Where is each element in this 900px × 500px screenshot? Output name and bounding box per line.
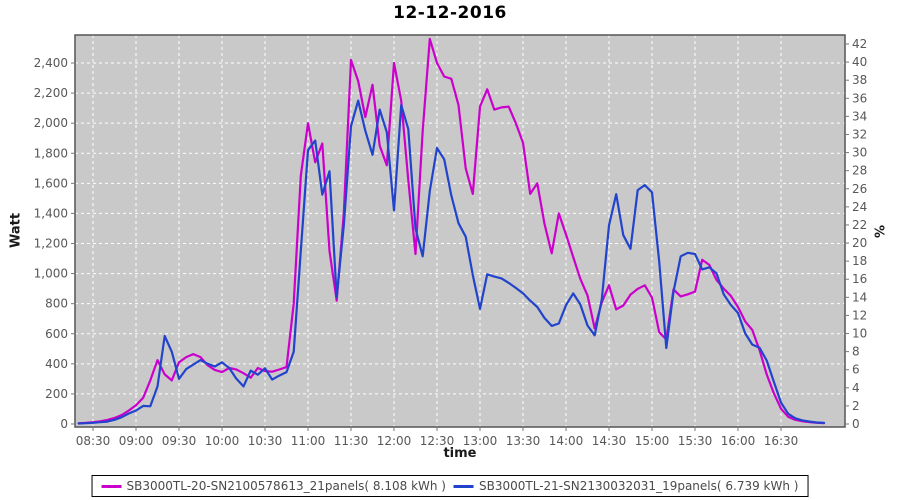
y-right-tick-label: 28 <box>852 164 867 178</box>
chart-title: 12-12-2016 <box>393 3 507 23</box>
y-left-tick-label: 1,000 <box>34 267 68 281</box>
y-axis-label-percent: % <box>870 224 886 239</box>
y-left-tick-label: 800 <box>45 297 68 311</box>
x-tick-label: 11:30 <box>334 434 369 448</box>
x-tick-label: 16:00 <box>721 434 756 448</box>
legend-line-swatch-magenta <box>101 484 122 488</box>
y-left-tick-label: 0 <box>60 417 68 431</box>
series-line-sb3000tl-20 <box>77 37 826 425</box>
y-right-tick-label: 6 <box>852 363 860 377</box>
y-right-tick-label: 34 <box>852 109 867 123</box>
y-left-tick-label: 1,800 <box>34 146 68 160</box>
legend-item-inverter-21: SB3000TL-21-SN2130032031_19panels( 6.739… <box>454 479 798 493</box>
y-right-tick-label: 24 <box>852 200 867 214</box>
y-left-tick-label: 2,200 <box>34 86 68 100</box>
y-right-tick-label: 16 <box>852 272 867 286</box>
y-left-tick-label: 200 <box>45 387 68 401</box>
x-tick-label: 16:30 <box>764 434 799 448</box>
x-tick-label: 13:30 <box>506 434 541 448</box>
legend: SB3000TL-20-SN2100578613_21panels( 8.108… <box>91 475 809 497</box>
x-tick-label: 14:30 <box>592 434 627 448</box>
x-tick-label: 14:00 <box>549 434 584 448</box>
x-tick-label: 11:00 <box>291 434 326 448</box>
y-right-tick-label: 0 <box>852 417 860 431</box>
y-right-tick-label: 36 <box>852 91 867 105</box>
y-right-tick-label: 8 <box>852 345 860 359</box>
y-left-tick-label: 2,000 <box>34 116 68 130</box>
y-right-tick-label: 40 <box>852 55 867 69</box>
chart-plot-area: 02004006008001,0001,2001,4001,6001,8002,… <box>34 34 867 448</box>
x-tick-label: 10:30 <box>248 434 283 448</box>
y-right-tick-label: 22 <box>852 218 867 232</box>
y-right-tick-label: 26 <box>852 182 867 196</box>
y-left-tick-label: 600 <box>45 327 68 341</box>
y-right-tick-label: 20 <box>852 236 867 250</box>
legend-item-inverter-20: SB3000TL-20-SN2100578613_21panels( 8.108… <box>101 479 446 493</box>
y-left-tick-label: 1,200 <box>34 237 68 251</box>
y-right-tick-label: 4 <box>852 381 860 395</box>
y-right-tick-label: 2 <box>852 399 860 413</box>
series-line-sb3000tl-21 <box>77 99 826 425</box>
x-tick-label: 12:00 <box>377 434 412 448</box>
y-left-tick-label: 2,400 <box>34 56 68 70</box>
legend-label: SB3000TL-20-SN2100578613_21panels( 8.108… <box>126 479 446 493</box>
y-left-tick-label: 1,400 <box>34 206 68 220</box>
x-axis-label-time: time <box>443 446 477 461</box>
legend-label: SB3000TL-21-SN2130032031_19panels( 6.739… <box>479 479 799 493</box>
plot-border <box>74 34 846 428</box>
x-tick-label: 08:30 <box>76 434 111 448</box>
x-tick-label: 12:30 <box>420 434 455 448</box>
y-right-tick-label: 12 <box>852 308 867 322</box>
y-right-tick-label: 38 <box>852 73 867 87</box>
y-right-tick-label: 30 <box>852 146 867 160</box>
x-tick-label: 10:00 <box>205 434 240 448</box>
y-right-tick-label: 10 <box>852 327 867 341</box>
y-right-tick-label: 18 <box>852 254 867 268</box>
x-tick-label: 13:00 <box>463 434 498 448</box>
x-tick-label: 09:30 <box>162 434 197 448</box>
legend-line-swatch-blue <box>454 484 474 488</box>
y-left-tick-label: 1,600 <box>34 176 68 190</box>
x-tick-label: 15:30 <box>678 434 713 448</box>
y-axis-label-watt: Watt <box>8 212 24 249</box>
y-right-tick-label: 32 <box>852 127 867 141</box>
x-tick-label: 09:00 <box>119 434 154 448</box>
y-right-tick-label: 42 <box>852 37 867 51</box>
y-left-tick-label: 400 <box>45 357 68 371</box>
plot-background <box>75 35 845 427</box>
x-tick-label: 15:00 <box>635 434 670 448</box>
y-right-tick-label: 14 <box>852 290 867 304</box>
